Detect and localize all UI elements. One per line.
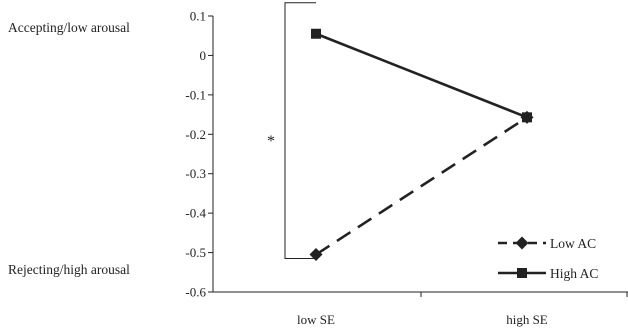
series-line-high-ac — [315, 32, 528, 119]
y-tick-label: -0.2 — [185, 127, 206, 142]
bracket-line — [284, 2, 316, 260]
data-point-high-ac — [311, 28, 321, 39]
axes: 0.1 0 -0.1 -0.2 -0.3 -0.4 -0.5 -0.6 low SE high S… — [185, 9, 628, 327]
significance-bracket — [284, 2, 316, 260]
side-label-top: Accepting/low arousal — [8, 20, 130, 35]
legend-marker-high-ac — [517, 268, 527, 278]
series-group — [309, 28, 534, 262]
y-tick-label: 0.1 — [190, 9, 206, 24]
significance-marker: * — [267, 133, 275, 150]
y-tick-label: -0.3 — [185, 166, 206, 181]
y-tick-label: -0.1 — [185, 87, 206, 102]
legend: Low AC High AC — [498, 236, 598, 281]
y-tick-label: 0 — [200, 48, 207, 63]
series-line-low-ac — [315, 116, 528, 256]
data-point-low-ac — [309, 248, 323, 262]
y-tick-label: -0.6 — [185, 285, 206, 300]
x-tick-label: high SE — [506, 312, 548, 327]
data-point-high-ac — [522, 112, 532, 123]
legend-label-low-ac: Low AC — [550, 236, 596, 251]
y-tick-label: -0.4 — [185, 206, 206, 221]
side-label-bottom: Rejecting/high arousal — [8, 262, 130, 277]
legend-label-high-ac: High AC — [550, 266, 598, 281]
legend-marker-low-ac — [515, 236, 529, 250]
x-tick-label: low SE — [297, 312, 335, 327]
y-tick-label: -0.5 — [185, 245, 206, 260]
